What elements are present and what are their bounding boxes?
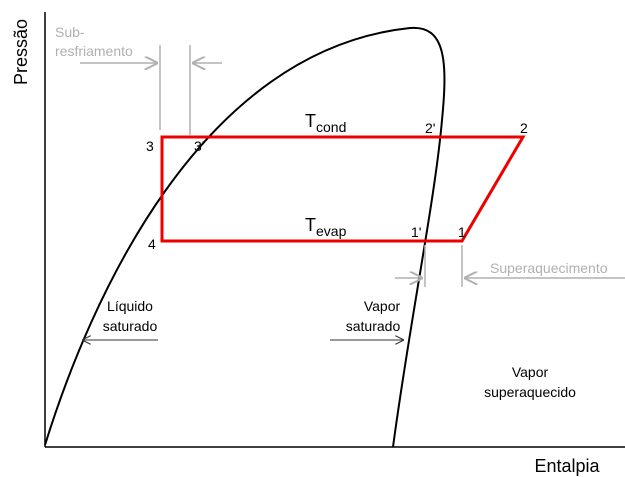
temperature-label: Tevap — [305, 215, 347, 239]
point-label: 1 — [458, 224, 466, 240]
annotation: Sub- — [55, 24, 85, 40]
subscript: cond — [316, 119, 346, 135]
subscript: evap — [316, 223, 347, 239]
superheating-markers — [395, 245, 625, 287]
annotation: Vapor — [512, 364, 549, 380]
annotation: Líquido — [107, 298, 153, 314]
annotation: Superaquecimento — [490, 260, 608, 276]
annotation: Vapor — [364, 298, 401, 314]
point-label: 3 — [146, 138, 154, 154]
annotation: saturado — [346, 318, 401, 334]
point-label: 2' — [425, 120, 435, 136]
x-axis-label: Entalpia — [534, 456, 600, 476]
point-label: 1' — [411, 224, 421, 240]
cycle — [160, 135, 526, 243]
annotation: saturado — [103, 318, 158, 334]
temperature-label: Tcond — [305, 111, 346, 135]
point-label: 2 — [520, 120, 528, 136]
subcooling-markers — [80, 45, 222, 135]
saturation-dome — [44, 26, 446, 448]
y-axis-label: Pressão — [11, 19, 31, 85]
annotation: resfriamento — [55, 43, 133, 59]
point-label: 3' — [194, 138, 204, 154]
symbol: T — [305, 111, 316, 131]
annotation: superaquecido — [484, 384, 576, 400]
point-label: 4 — [148, 236, 156, 252]
symbol: T — [305, 215, 316, 235]
